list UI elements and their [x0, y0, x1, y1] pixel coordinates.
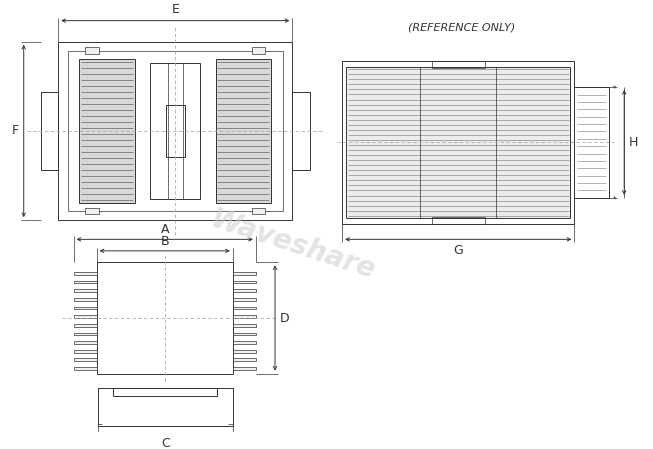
Bar [68, 51, 283, 211]
Bar [74, 333, 97, 335]
Bar [150, 63, 200, 199]
Text: D: D [280, 312, 289, 325]
Bar [166, 105, 185, 157]
Bar [74, 358, 97, 361]
Bar [233, 298, 256, 301]
Text: H: H [629, 136, 639, 149]
Bar [74, 281, 97, 283]
Text: G: G [453, 244, 463, 257]
Bar [233, 367, 256, 370]
Bar [233, 341, 256, 344]
Bar [85, 208, 99, 215]
Bar [233, 272, 256, 275]
Bar [74, 350, 97, 352]
Bar [74, 315, 97, 318]
Bar [346, 67, 571, 218]
Bar [74, 307, 97, 309]
Bar [215, 59, 271, 203]
Text: C: C [161, 437, 170, 449]
Bar [58, 42, 293, 220]
Bar [233, 315, 256, 318]
Bar [233, 324, 256, 326]
Text: B: B [161, 235, 169, 248]
Text: A: A [161, 223, 169, 236]
Bar [85, 48, 99, 54]
Bar [41, 92, 58, 170]
Bar [74, 324, 97, 326]
Bar [233, 333, 256, 335]
Bar [575, 87, 609, 198]
Bar [342, 61, 575, 224]
Bar [233, 290, 256, 292]
Bar [233, 358, 256, 361]
Text: Waveshare: Waveshare [206, 205, 379, 285]
Bar [233, 281, 256, 283]
Bar [293, 92, 310, 170]
Bar [252, 208, 266, 215]
Text: F: F [12, 124, 19, 137]
Bar [74, 272, 97, 275]
Bar [74, 367, 97, 370]
Bar [432, 61, 485, 68]
Bar [74, 341, 97, 344]
Text: (REFERENCE ONLY): (REFERENCE ONLY) [407, 22, 515, 32]
Bar [97, 262, 233, 374]
Bar [252, 48, 266, 54]
Bar [113, 388, 217, 396]
Bar [74, 298, 97, 301]
Bar [432, 217, 485, 224]
Bar [80, 59, 135, 203]
Text: E: E [171, 3, 179, 16]
Bar [233, 307, 256, 309]
Bar [74, 290, 97, 292]
Bar [97, 388, 233, 427]
Bar [233, 350, 256, 352]
